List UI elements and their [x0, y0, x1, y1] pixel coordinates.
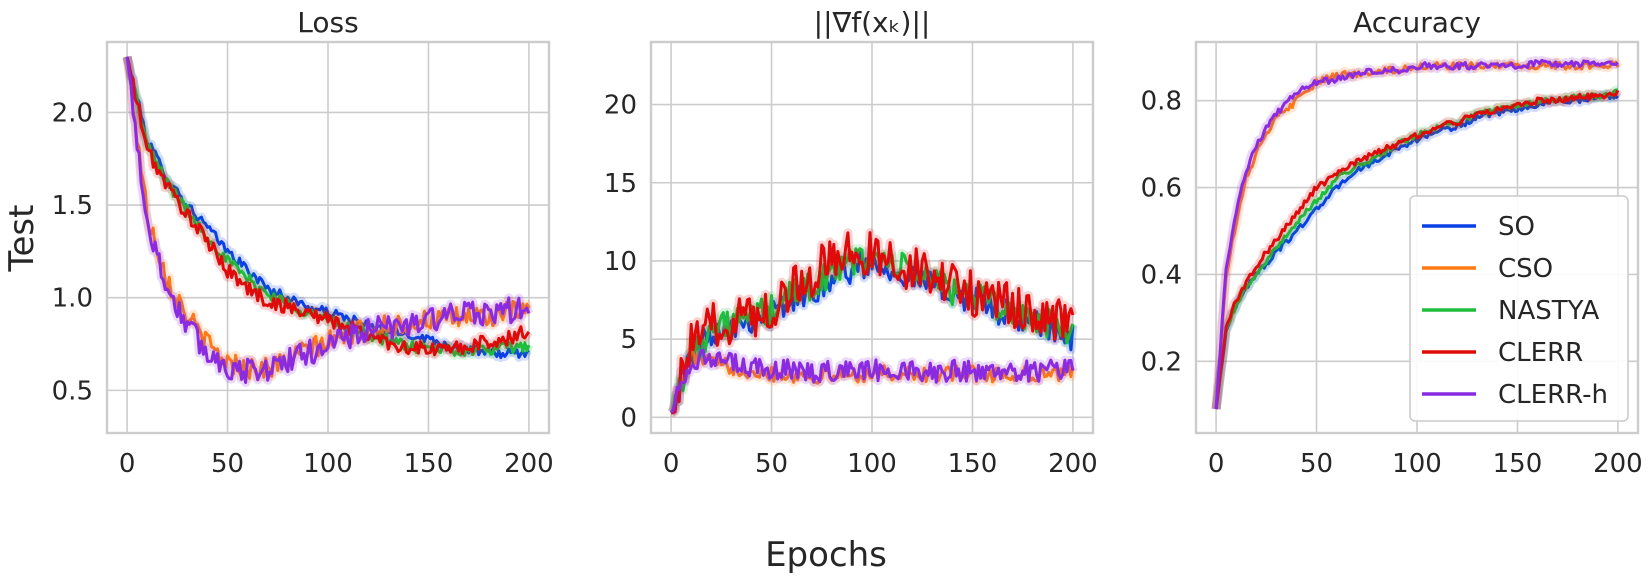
- plot-frame: [1194, 40, 1640, 435]
- y-tick-label-1: 1.0: [52, 284, 93, 314]
- panel-title: Loss: [297, 6, 358, 39]
- x-tick-label-3: 150: [404, 449, 454, 479]
- x-tick-label-3: 150: [1493, 449, 1543, 479]
- y-tick-label-0: 0.5: [52, 376, 93, 406]
- y-tick-label-4: 20: [604, 91, 637, 121]
- x-tick-label-2: 100: [303, 449, 353, 479]
- series-line-clerr-h: [125, 56, 531, 385]
- figure-ylabel: Test: [2, 205, 42, 273]
- x-tick-label-0: 0: [663, 449, 680, 479]
- legend-label-so: SO: [1498, 212, 1535, 242]
- y-tick-label-0: 0: [620, 403, 637, 433]
- y-tick-label-1: 0.4: [1141, 260, 1182, 290]
- panel-2: 0 50 100 150 200 0 5 10 15 20 ||∇f(xₖ)||: [604, 6, 1098, 479]
- x-tick-label-4: 200: [504, 449, 554, 479]
- x-tick-label-1: 50: [755, 449, 788, 479]
- y-tick-label-2: 10: [604, 247, 637, 277]
- y-tick-label-0: 0.2: [1141, 347, 1182, 377]
- y-tick-label-2: 1.5: [52, 191, 93, 221]
- legend-label-nastya: NASTYA: [1498, 296, 1599, 326]
- series-line-clerr: [1214, 89, 1620, 410]
- x-tick-label-0: 0: [1208, 449, 1225, 479]
- x-tick-label-0: 0: [119, 449, 136, 479]
- x-tick-label-3: 150: [948, 449, 998, 479]
- x-tick-label-1: 50: [211, 449, 244, 479]
- legend-box: [1409, 195, 1629, 422]
- plot-frame: [649, 40, 1095, 435]
- x-tick-label-1: 50: [1300, 449, 1333, 479]
- x-tick-label-4: 200: [1048, 449, 1098, 479]
- plot-frame: [105, 40, 551, 435]
- panel-title: ||∇f(xₖ)||: [814, 6, 931, 39]
- series-line-clerr-h: [669, 348, 1075, 414]
- series-line-clerr-h: [1214, 58, 1619, 410]
- panel-1: 0 50 100 150 200 0.5 1.0 1.5 2.0 Loss: [52, 6, 554, 479]
- legend-label-clerr-h: CLERR-h: [1498, 380, 1608, 410]
- panel-title: Accuracy: [1353, 6, 1481, 39]
- series-line-clerr: [125, 56, 531, 357]
- y-tick-label-2: 0.6: [1141, 174, 1182, 204]
- y-tick-label-3: 0.8: [1141, 87, 1182, 117]
- figure-xlabel: Epochs: [765, 535, 887, 575]
- x-tick-label-2: 100: [1392, 449, 1442, 479]
- series-line-clerr: [671, 231, 1075, 415]
- y-tick-label-3: 15: [604, 169, 637, 199]
- legend-label-clerr: CLERR: [1498, 338, 1583, 368]
- panel-3: 0 50 100 150 200 0.2 0.4 0.6 0.8 Accuracy: [1141, 6, 1643, 479]
- legend-label-cso: CSO: [1498, 254, 1553, 284]
- legend: SO CSO NASTYA CLERR CLERR-h: [1409, 195, 1629, 422]
- x-tick-label-2: 100: [847, 449, 897, 479]
- x-tick-label-4: 200: [1593, 449, 1643, 479]
- y-tick-label-3: 2.0: [52, 98, 93, 128]
- y-tick-label-1: 5: [620, 325, 637, 355]
